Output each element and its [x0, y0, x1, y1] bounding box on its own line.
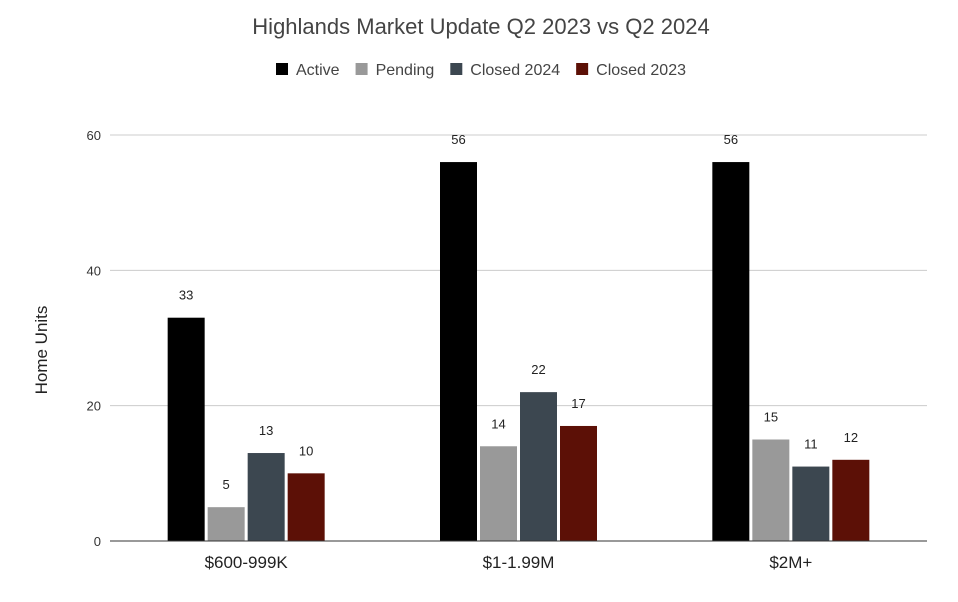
bar-closed-2023 [287, 473, 325, 541]
data-label: 56 [451, 132, 465, 147]
y-axis-ticks: 0 20 40 60 [87, 128, 101, 549]
x-category-label: $2M+ [769, 553, 812, 572]
bar-closed-2024 [247, 453, 285, 541]
data-label: 15 [764, 410, 778, 425]
legend-item: Closed 2024 [450, 62, 560, 79]
bar-closed-2023 [832, 459, 870, 541]
bar-closed-2024 [792, 466, 830, 541]
y-tick-label: 0 [94, 534, 101, 549]
bar-active [440, 162, 477, 542]
data-label: 56 [724, 132, 738, 147]
data-label: 14 [491, 416, 505, 431]
data-label: 12 [844, 430, 858, 445]
data-label: 22 [531, 362, 545, 377]
data-label: 5 [223, 477, 230, 492]
legend-swatch [576, 63, 589, 75]
data-label: 33 [179, 288, 193, 303]
gridlines [110, 134, 927, 407]
bar-active [167, 317, 205, 541]
legend-label: Closed 2023 [596, 62, 686, 79]
bar-active [712, 162, 750, 542]
data-label: 17 [571, 396, 585, 411]
legend-label: Active [296, 62, 340, 79]
legend-swatch [450, 63, 463, 75]
data-labels: 33 5 13 10 56 14 22 17 56 15 11 12 [179, 132, 858, 492]
x-category-label: $1-1.99M [483, 553, 555, 572]
data-label: 11 [804, 437, 818, 452]
x-category-label: $600-999K [205, 553, 289, 572]
bar-closed-2024 [520, 392, 557, 541]
bar-pending [752, 439, 790, 541]
legend-swatch [276, 63, 289, 75]
data-label: 13 [259, 423, 273, 438]
y-tick-label: 20 [87, 399, 101, 414]
legend-label: Closed 2024 [470, 62, 560, 79]
chart-title: Highlands Market Update Q2 2023 vs Q2 20… [252, 14, 709, 39]
bars [167, 162, 870, 542]
y-axis-label: Home Units [32, 306, 51, 395]
legend-item: Active [276, 62, 340, 79]
legend-label: Pending [376, 62, 435, 79]
legend-item: Closed 2023 [576, 62, 686, 79]
y-tick-label: 60 [87, 128, 101, 143]
bar-pending [480, 446, 517, 541]
legend: Active Pending Closed 2024 Closed 2023 [276, 62, 686, 79]
legend-swatch [355, 63, 368, 75]
bar-pending [207, 507, 245, 541]
legend-item: Pending [355, 62, 435, 79]
data-label: 10 [299, 443, 313, 458]
y-tick-label: 40 [87, 263, 101, 278]
bar-closed-2023 [560, 425, 597, 541]
x-axis-categories: $600-999K $1-1.99M $2M+ [205, 553, 813, 572]
